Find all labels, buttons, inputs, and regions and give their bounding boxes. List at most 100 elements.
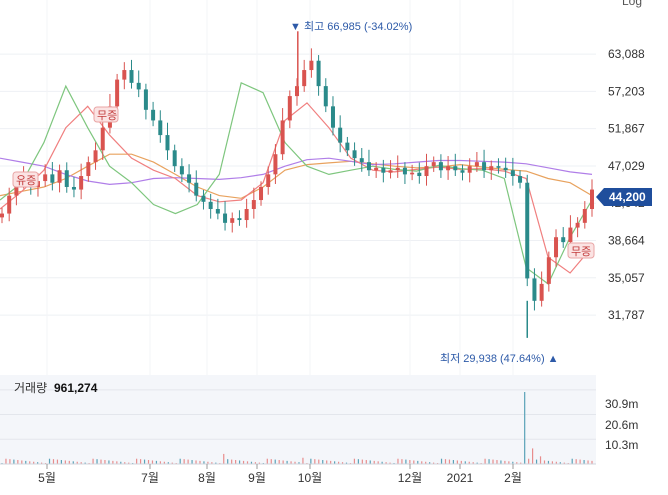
volume-tick: 10.3m — [605, 438, 638, 452]
volume-bar — [13, 459, 15, 464]
volume-bar — [543, 460, 546, 464]
volume-bar — [575, 459, 577, 464]
candle-body — [309, 60, 314, 71]
volume-bar — [60, 460, 62, 464]
volume-bar — [9, 459, 11, 464]
volume-bar — [433, 462, 435, 464]
volume-bar — [369, 460, 371, 464]
candle-body — [417, 172, 422, 177]
volume-bar — [84, 462, 86, 464]
volume-bar — [21, 460, 23, 464]
volume-bar — [294, 461, 296, 464]
volume-bar — [361, 459, 363, 464]
candle-body — [510, 170, 515, 177]
volume-bar — [298, 462, 300, 464]
candle-body — [215, 208, 220, 214]
volume-bar — [512, 461, 514, 464]
volume-bar — [266, 458, 268, 464]
volume-bar — [76, 461, 78, 464]
candle-body — [590, 189, 594, 209]
volume-bar — [155, 460, 158, 464]
volume-bar — [535, 459, 538, 464]
candle-body — [201, 195, 206, 202]
candle-body — [129, 70, 134, 83]
volume-bar — [167, 462, 169, 464]
candle-body — [474, 162, 479, 167]
log-scale-toggle[interactable]: Log — [621, 0, 642, 8]
volume-bar — [223, 453, 225, 464]
volume-bar — [591, 460, 593, 464]
price-tick-label: 63,088 — [608, 47, 645, 61]
volume-bar — [444, 459, 447, 464]
candle-body — [323, 86, 328, 107]
volume-bar — [559, 462, 561, 464]
volume-bar — [37, 462, 39, 464]
volume-bar — [302, 457, 304, 464]
volume-bar — [520, 462, 522, 464]
candle-body — [251, 200, 256, 209]
candle-body — [525, 182, 530, 279]
volume-bar — [286, 460, 288, 464]
volume-bar — [128, 462, 130, 464]
volume-bar — [500, 460, 502, 464]
candle-body — [424, 166, 429, 177]
volume-bars — [1, 392, 593, 464]
volume-value: 961,274 — [54, 381, 98, 395]
volume-bar — [270, 459, 272, 464]
volume-bar — [528, 458, 530, 464]
candle-body — [503, 167, 508, 171]
current-price-badge: 44,200 — [596, 188, 652, 206]
volume-bar — [227, 459, 229, 464]
price-tick-label: 51,867 — [608, 122, 645, 136]
volume-bar — [539, 456, 542, 464]
candle-body — [482, 162, 487, 171]
candle-body — [295, 86, 299, 97]
volume-bar — [496, 460, 498, 464]
candle-body — [64, 170, 69, 187]
volume-bar — [452, 460, 455, 464]
volume-bar — [235, 460, 237, 464]
x-tick-label: 8월 — [198, 471, 216, 485]
volume-bar — [341, 462, 344, 464]
volume-bar — [112, 460, 114, 464]
current-price-label: 44,200 — [609, 190, 646, 204]
volume-bar — [385, 462, 387, 464]
volume-bar — [524, 392, 526, 464]
x-tick-label: 12월 — [398, 471, 422, 485]
time-axis: 5월 7월 8월 9월 10월 12월 2021 2월 — [38, 464, 522, 485]
volume-bar — [472, 462, 474, 464]
candle-body — [561, 237, 566, 243]
candle-body — [338, 127, 343, 143]
candle-body — [496, 166, 501, 168]
price-tick-label: 57,203 — [608, 84, 645, 98]
volume-bar — [405, 459, 407, 464]
volume-bar — [464, 461, 466, 464]
candle-body — [0, 213, 4, 218]
volume-bar — [547, 460, 550, 464]
volume-bar — [124, 462, 126, 464]
volume-bar — [246, 461, 249, 464]
event-marker-label: 무증 — [571, 246, 591, 258]
moving-average-line — [0, 157, 593, 186]
volume-bar — [143, 459, 146, 464]
volume-bar — [29, 461, 31, 464]
x-tick-label: 5월 — [38, 471, 56, 485]
candle-body — [194, 182, 199, 196]
candle-body — [179, 166, 184, 175]
candle-body — [143, 89, 148, 110]
candle-body — [86, 162, 91, 177]
price-tick-label: 35,057 — [608, 271, 645, 285]
candle-body — [431, 162, 436, 167]
volume-bar — [147, 460, 150, 464]
volume-bar — [108, 460, 110, 464]
candle-body — [582, 208, 587, 223]
candle-body — [7, 195, 12, 214]
volume-bar — [116, 461, 118, 464]
volume-bar — [456, 460, 458, 464]
volume-bar — [171, 462, 173, 464]
volume-bar — [33, 461, 35, 464]
volume-bar — [555, 461, 557, 464]
candle-body — [575, 222, 580, 228]
candle-body — [395, 167, 400, 171]
candle-body — [568, 227, 573, 243]
